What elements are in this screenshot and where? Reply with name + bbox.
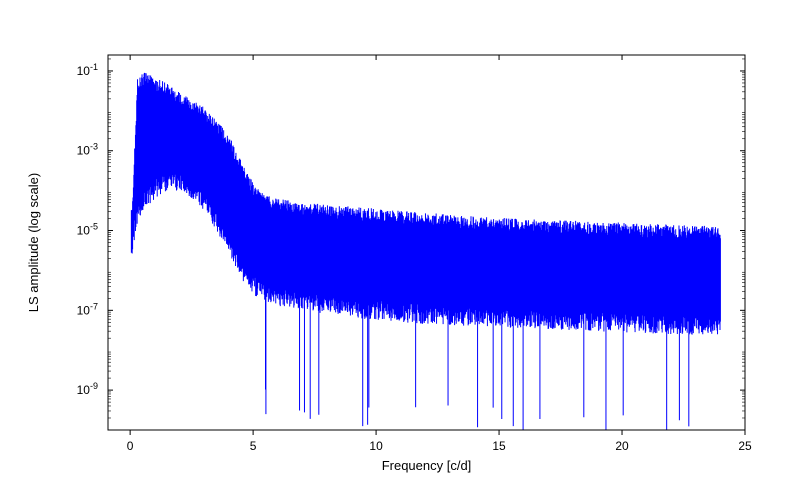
- y-tick-label: 10-1: [77, 62, 98, 78]
- x-tick-label: 5: [250, 439, 257, 453]
- x-tick-label: 15: [492, 439, 506, 453]
- y-tick-label: 10-9: [77, 381, 98, 397]
- periodogram-line: [131, 73, 720, 436]
- x-tick-label: 25: [738, 439, 752, 453]
- y-tick-label: 10-3: [77, 142, 98, 158]
- y-tick-label: 10-5: [77, 222, 98, 238]
- y-tick-label: 10-7: [77, 301, 98, 317]
- x-tick-label: 10: [369, 439, 383, 453]
- chart-svg: 0 5 10 15 20 25 10-9 10-7 10-5 10-3 10-1 Frequency …: [0, 0, 800, 500]
- x-axis-label: Frequency [c/d]: [382, 458, 472, 473]
- x-tick-label: 0: [127, 439, 134, 453]
- y-axis-label: LS amplitude (log scale): [26, 173, 41, 312]
- x-tick-label: 20: [615, 439, 629, 453]
- periodogram-chart: 0 5 10 15 20 25 10-9 10-7 10-5 10-3 10-1 Frequency …: [0, 0, 800, 500]
